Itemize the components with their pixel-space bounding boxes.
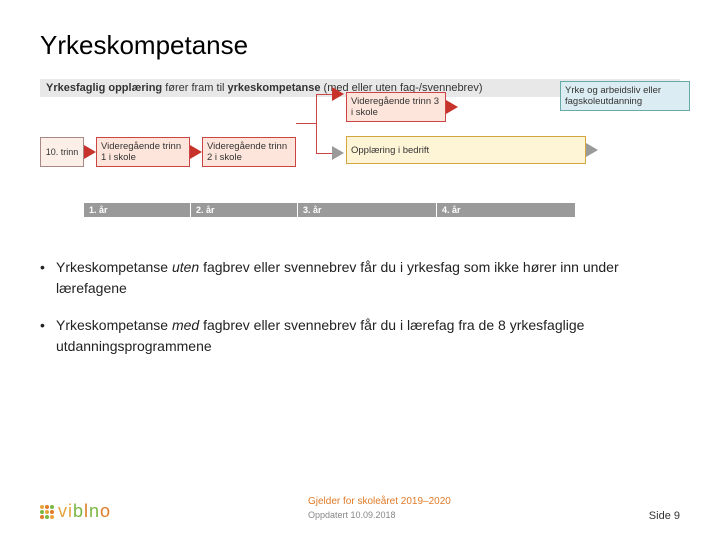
box-vg2: Videregående trinn 2 i skole (202, 137, 296, 167)
box-vg1: Videregående trinn 1 i skole (96, 137, 190, 167)
flow-row: 10. trinn Videregående trinn 1 i skole V… (40, 109, 680, 195)
footer-text: Gjelder for skoleåret 2019–2020 Oppdater… (308, 495, 451, 522)
subtitle-part: yrkeskompetanse (228, 82, 324, 94)
footer: viblno Gjelder for skoleåret 2019–2020 O… (40, 495, 680, 522)
year-cell: 4. år (437, 203, 575, 217)
list-item: • Yrkeskompetanse uten fagbrev eller sve… (40, 257, 680, 299)
page-number: Side 9 (649, 510, 680, 522)
year-cell: 2. år (191, 203, 297, 217)
box-10trinn: 10. trinn (40, 137, 84, 167)
arrow-icon (190, 145, 202, 159)
bullet-icon: • (40, 315, 56, 357)
bullet-text-italic: med (172, 317, 199, 333)
page-title: Yrkeskompetanse (40, 30, 680, 61)
arrow-icon (586, 143, 598, 157)
logo-dots-icon (40, 505, 54, 519)
bullet-list: • Yrkeskompetanse uten fagbrev eller sve… (40, 257, 680, 357)
bullet-text: Yrkeskompetanse (56, 317, 172, 333)
footer-updated: Oppdatert 10.09.2018 (308, 509, 451, 522)
year-cell: 1. år (84, 203, 190, 217)
bullet-text-italic: uten (172, 259, 199, 275)
box-yrke: Yrke og arbeidsliv eller fagskoleutdanni… (560, 81, 690, 111)
year-cell: 3. år (298, 203, 436, 217)
bullet-icon: • (40, 257, 56, 299)
box-vg3: Videregående trinn 3 i skole (346, 92, 446, 122)
flow-diagram: Yrkesfaglig opplæring fører fram til yrk… (40, 79, 680, 217)
footer-year-line: Gjelder for skoleåret 2019–2020 (308, 495, 451, 509)
logo: viblno (40, 501, 110, 522)
subtitle-part: Yrkesfaglig opplæring (46, 82, 165, 94)
list-item: • Yrkeskompetanse med fagbrev eller sven… (40, 315, 680, 357)
year-row: 1. år 2. år 3. år 4. år (84, 203, 680, 217)
bullet-text: Yrkeskompetanse (56, 259, 172, 275)
box-bedrift: Opplæring i bedrift (346, 136, 586, 164)
arrow-icon (446, 100, 458, 114)
subtitle-part: fører fram til (165, 82, 227, 94)
arrow-icon (84, 145, 96, 159)
